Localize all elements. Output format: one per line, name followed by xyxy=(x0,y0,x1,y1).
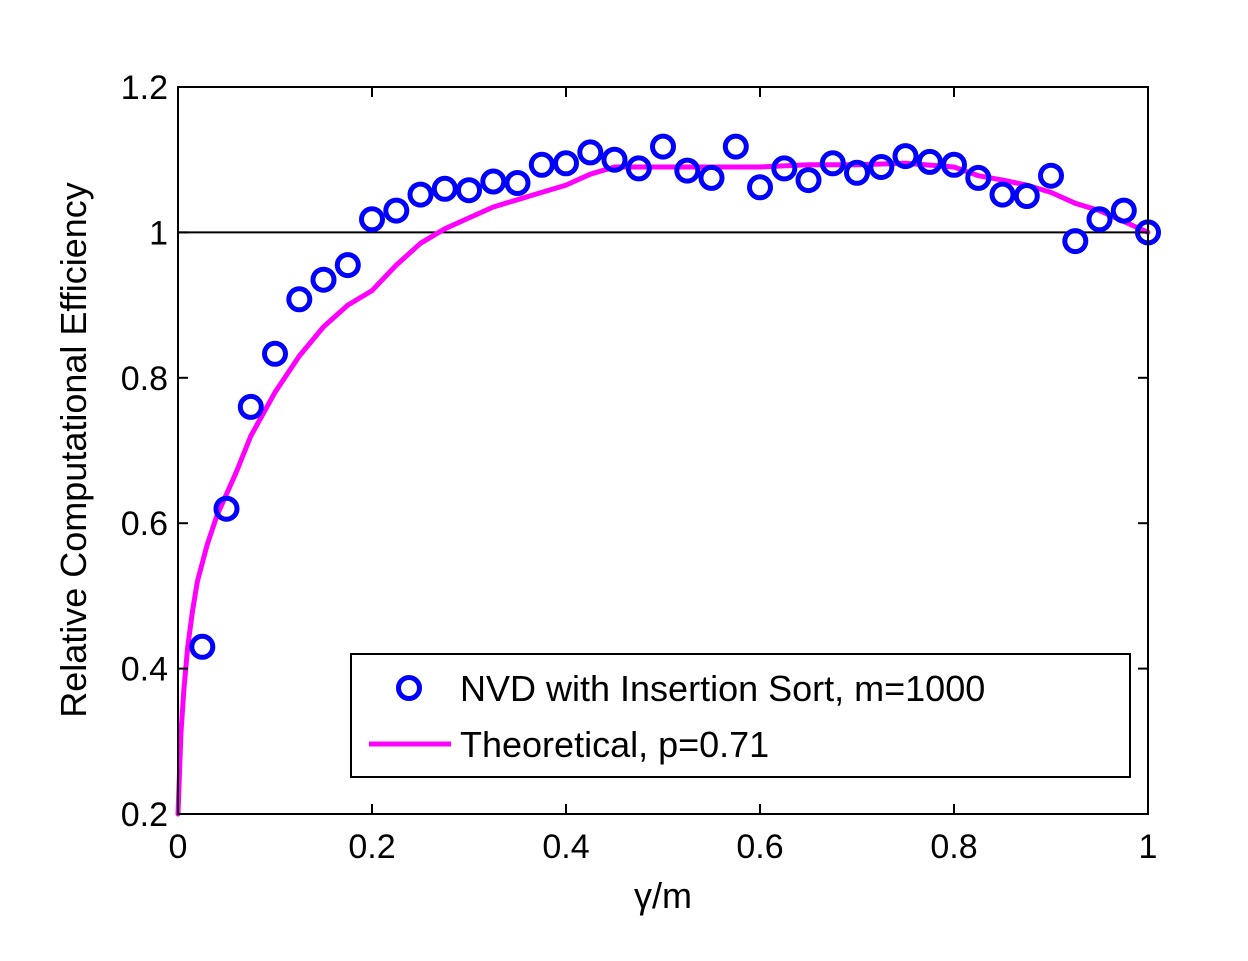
data-point xyxy=(1038,162,1064,189)
x-tick-label: 0.8 xyxy=(930,828,977,866)
x-tick-label: 0.4 xyxy=(542,828,589,866)
legend-box xyxy=(350,653,1131,778)
data-point xyxy=(528,151,555,178)
data-point xyxy=(480,168,507,195)
legend: NVD with Insertion Sort, m=1000 Theoreti… xyxy=(350,653,1131,778)
data-point xyxy=(189,633,216,660)
data-point xyxy=(698,164,725,191)
legend-label-scatter: NVD with Insertion Sort, m=1000 xyxy=(460,668,985,709)
data-point xyxy=(844,159,870,186)
data-point xyxy=(722,133,749,160)
data-point xyxy=(650,133,676,160)
data-point xyxy=(262,340,288,367)
x-axis-label: γ/m xyxy=(634,875,692,916)
data-point xyxy=(625,155,652,182)
y-tick-label: 0.4 xyxy=(121,651,168,689)
x-tick-label: 1 xyxy=(1139,828,1158,866)
data-point xyxy=(674,157,701,184)
data-point xyxy=(795,167,822,194)
y-tick-label: 0.8 xyxy=(121,360,168,398)
legend-label-line: Theoretical, p=0.71 xyxy=(460,724,769,765)
data-point xyxy=(237,393,264,420)
legend-marker-scatter xyxy=(396,675,422,701)
y-tick-label: 0.2 xyxy=(121,796,168,834)
data-point xyxy=(286,286,313,313)
y-tick-label: 1 xyxy=(149,214,168,252)
data-point xyxy=(747,174,773,201)
data-point xyxy=(213,495,240,522)
data-point xyxy=(892,143,919,170)
plot-frame xyxy=(177,86,1149,815)
y-tick-label: 0.6 xyxy=(121,505,168,543)
data-point xyxy=(431,175,458,202)
data-point xyxy=(456,177,482,204)
data-point xyxy=(868,154,895,180)
data-point xyxy=(310,266,337,293)
scatter-layer xyxy=(189,133,1161,660)
data-point xyxy=(1110,197,1137,224)
data-point xyxy=(1086,206,1113,233)
data-point xyxy=(601,146,628,173)
data-point xyxy=(916,148,943,175)
data-point xyxy=(941,151,967,178)
axes-layer xyxy=(177,86,1149,815)
x-tick-label: 0.6 xyxy=(736,828,783,866)
data-point xyxy=(407,181,434,208)
theoretical-line xyxy=(175,160,1151,817)
data-point xyxy=(819,150,846,177)
data-point xyxy=(359,206,385,233)
x-tick-label: 0 xyxy=(169,828,188,866)
data-point xyxy=(989,181,1016,208)
data-point xyxy=(553,150,579,177)
ticks-layer: 0 0.2 0.4 0.6 0.8 10.20.40.60.811.2 xyxy=(121,69,1158,866)
data-point xyxy=(334,252,361,279)
data-point xyxy=(577,139,604,166)
x-tick-label: 0.2 xyxy=(348,828,395,866)
data-point xyxy=(1062,228,1089,255)
theoretical-line-layer xyxy=(175,160,1151,817)
data-point xyxy=(965,164,992,191)
data-point xyxy=(1013,183,1040,209)
data-point xyxy=(504,170,531,196)
data-point xyxy=(771,155,798,182)
y-axis-label: Relative Computational Efficiency xyxy=(53,182,94,718)
data-point xyxy=(383,197,410,224)
y-tick-label: 1.2 xyxy=(121,69,168,107)
